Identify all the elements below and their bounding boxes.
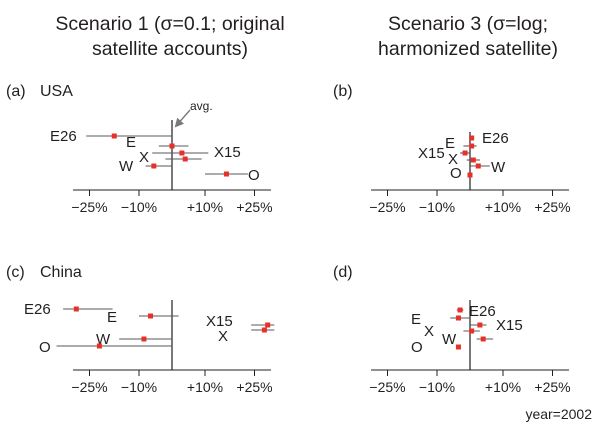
x-tick-label: −25% [71, 379, 107, 395]
marker-o [223, 171, 229, 177]
marker-x [469, 328, 475, 334]
x-tick-label: +25% [534, 379, 570, 395]
point-label-o: O [411, 339, 423, 356]
marker-w [480, 336, 486, 342]
x-tick-label: −25% [369, 199, 405, 215]
year-label: year=2002 [525, 406, 592, 422]
point-label-x15: X15 [206, 313, 233, 330]
panel-a-usa: (a) USA avg. −25% −10% +10% +25% E26 E X15 XW O [6, 83, 273, 215]
point-label-x: X [448, 151, 458, 168]
x-tick-label: −10% [419, 199, 455, 215]
marker-w [151, 163, 157, 169]
point-label-x: X [218, 328, 228, 345]
panel-label: (b) [333, 83, 353, 100]
region-label: China [40, 264, 82, 281]
marker-x [261, 327, 267, 333]
point-label-o: O [450, 165, 462, 182]
marker-o [96, 343, 102, 349]
x-tick-label: −10% [419, 379, 455, 395]
x-tick-label: −10% [121, 199, 157, 215]
point-label-e26: E26 [482, 130, 509, 147]
marker-o [455, 344, 461, 350]
point-label-e: E [126, 134, 136, 151]
x-tick-label: −10% [121, 379, 157, 395]
panel-label: (c) [6, 264, 25, 281]
column-title-1-line1: Scenario 1 (σ=0.1; original [55, 13, 284, 35]
point-label-e: E [411, 311, 421, 328]
marker-x [470, 157, 476, 163]
marker-e [455, 315, 461, 321]
column-title-2-line2: harmonized satellite) [378, 38, 558, 60]
x-tick-label: +10% [187, 379, 223, 395]
x-tick-label: +25% [236, 379, 272, 395]
point-label-e26: E26 [469, 303, 496, 320]
x-tick-label: +10% [485, 379, 521, 395]
x-tick-label: +10% [485, 199, 521, 215]
point-label-x: X [139, 149, 149, 166]
marker-e [169, 143, 175, 149]
x-tick-label: +10% [187, 199, 223, 215]
marker-x15 [265, 322, 271, 328]
x-tick-label: +25% [534, 199, 570, 215]
marker-e26 [469, 135, 475, 141]
marker-x15 [179, 150, 185, 156]
marker-e26 [457, 307, 463, 313]
marker-e [469, 143, 475, 149]
point-label-x15: X15 [496, 317, 523, 334]
marker-e26 [73, 306, 79, 312]
column-title-1-line2: satellite accounts) [92, 38, 248, 60]
panel-label: (a) [6, 83, 26, 100]
marker-w [475, 163, 481, 169]
marker-x15 [477, 322, 483, 328]
point-label-w: W [119, 158, 134, 175]
x-tick-label: −25% [71, 199, 107, 215]
marker-x [182, 156, 188, 162]
column-title-2-line1: Scenario 3 (σ=log; [388, 13, 548, 35]
marker-e [148, 313, 154, 319]
avg-arrow [174, 109, 191, 128]
point-label-x: X [424, 323, 434, 340]
marker-w [141, 336, 147, 342]
point-label-o: O [248, 167, 260, 184]
marker-e26 [111, 133, 117, 139]
marker-x15 [462, 150, 468, 156]
panel-d: (d) −25% −10% +10% +25% E26 E X15 X W O [333, 264, 571, 395]
point-label-e26: E26 [50, 128, 77, 145]
point-label-x15: X15 [214, 144, 241, 161]
panel-label: (d) [333, 264, 353, 281]
x-tick-label: −25% [369, 379, 405, 395]
point-label-e: E [107, 309, 117, 326]
marker-o [467, 172, 473, 178]
point-label-o: O [39, 339, 51, 356]
point-label-e26: E26 [24, 301, 51, 318]
point-label-x15: X15 [418, 145, 445, 162]
plot-area-a: −25% −10% +10% +25% E26 E X15 XW O [50, 120, 273, 215]
avg-label: avg. [190, 99, 213, 113]
plot-area-d: −25% −10% +10% +25% E26 E X15 X W O [369, 300, 571, 395]
x-tick-label: +25% [236, 199, 272, 215]
region-label: USA [40, 83, 73, 100]
point-label-e: E [445, 135, 455, 152]
point-label-w: W [491, 159, 506, 176]
point-label-w: W [442, 331, 457, 348]
